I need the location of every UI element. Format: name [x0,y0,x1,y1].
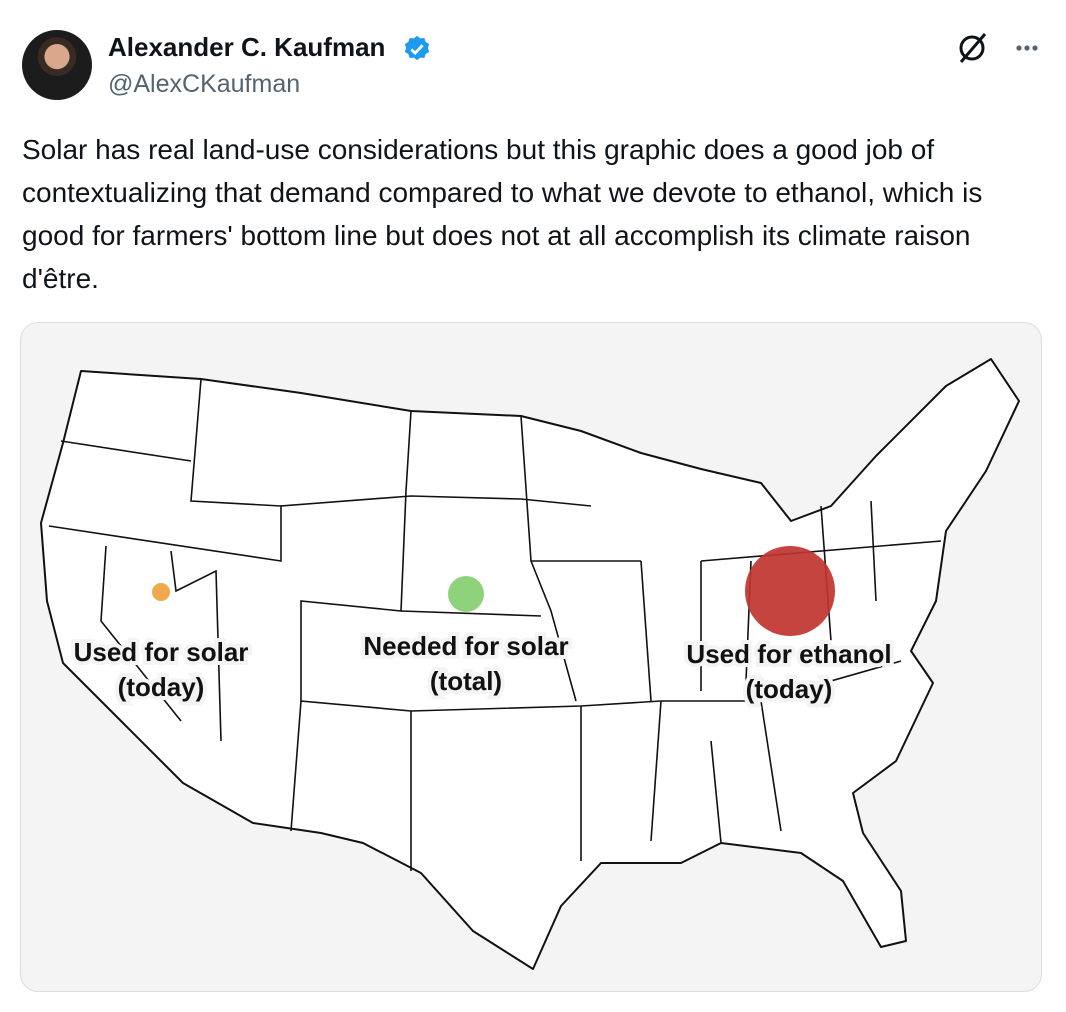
media-card[interactable]: Used for solar (today) Needed for solar (to… [20,322,1042,992]
tweet-actions[interactable] [955,30,1045,70]
verified-badge [404,35,430,61]
solar-total-area [448,576,484,612]
solar-today-area [152,583,170,601]
avatar[interactable] [22,30,92,100]
author-handle[interactable]: @AlexCKaufman [108,70,301,98]
map-label: Used for solar [74,637,249,667]
map-label: (today) [118,672,205,702]
map-labels: Used for solar (today) Needed for solar (to… [70,627,896,708]
tweet-text: Solar has real land-use considerations b… [22,134,983,294]
us-outline [40,358,1020,970]
map-label: Needed for solar [363,631,568,661]
map-label: (today) [746,674,833,704]
us-map: Used for solar (today) Needed for solar (to… [40,358,1020,970]
state-borders [48,378,942,871]
author-name[interactable]: Alexander C. Kaufman [108,32,386,62]
map-label: (total) [430,666,502,696]
map-label: Used for ethanol [686,639,891,669]
ethanol-area [745,546,835,636]
